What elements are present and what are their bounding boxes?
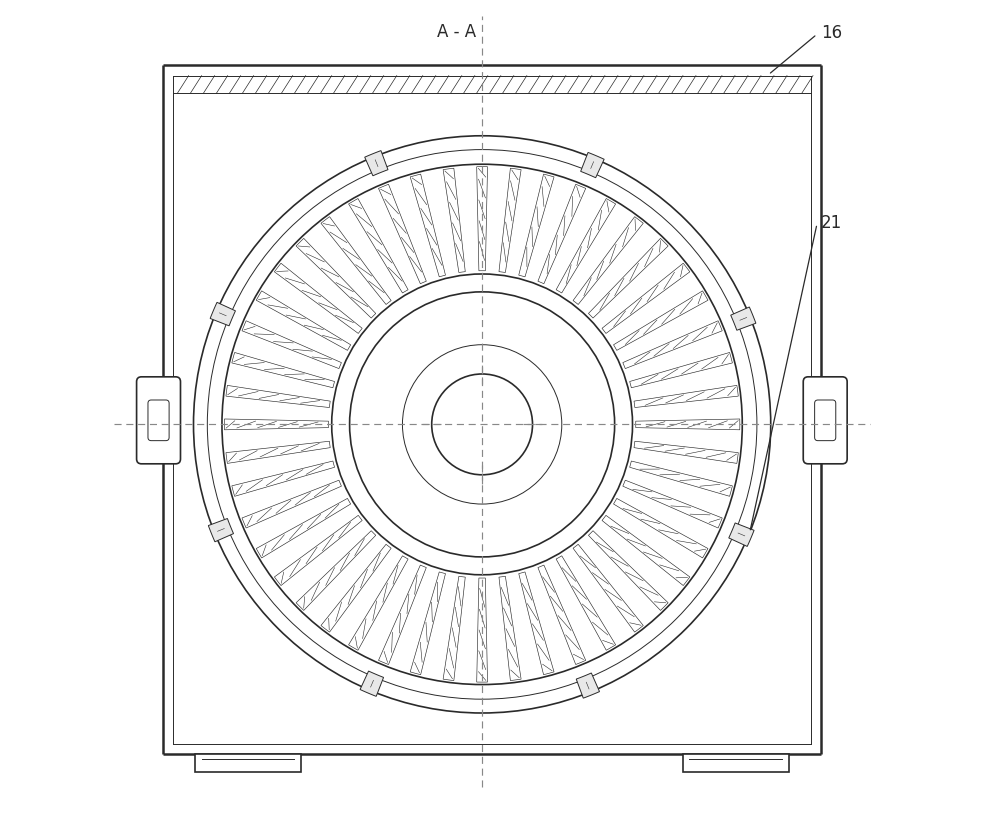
Polygon shape [321,217,391,305]
Polygon shape [226,441,330,463]
Polygon shape [224,419,328,430]
Polygon shape [349,556,408,650]
Polygon shape [581,152,604,178]
Polygon shape [477,167,488,271]
Polygon shape [630,353,732,388]
Circle shape [207,150,757,699]
Polygon shape [242,480,341,528]
Polygon shape [365,150,388,176]
FancyBboxPatch shape [815,400,836,441]
FancyBboxPatch shape [148,400,169,441]
Circle shape [222,164,742,685]
Polygon shape [556,198,616,293]
Polygon shape [360,671,384,697]
Polygon shape [630,461,732,496]
Polygon shape [573,544,643,632]
Polygon shape [573,217,643,305]
Polygon shape [232,353,335,388]
Circle shape [432,374,533,475]
Polygon shape [296,531,376,611]
Polygon shape [614,291,708,350]
Polygon shape [379,565,426,664]
Circle shape [332,274,633,575]
Polygon shape [296,238,376,318]
Polygon shape [623,480,722,528]
Polygon shape [443,168,465,272]
Polygon shape [519,572,554,675]
Polygon shape [602,263,690,333]
Text: 21: 21 [821,214,842,232]
Polygon shape [443,576,465,680]
Polygon shape [623,321,722,368]
Polygon shape [636,419,740,430]
Polygon shape [634,385,738,407]
Polygon shape [499,168,521,272]
Bar [195,754,301,772]
Polygon shape [410,572,445,675]
Polygon shape [274,263,362,333]
Polygon shape [602,515,690,585]
Polygon shape [256,498,351,558]
Text: 16: 16 [821,24,842,42]
Polygon shape [729,523,754,546]
Polygon shape [379,185,426,284]
Circle shape [402,345,562,504]
Polygon shape [538,185,586,284]
Polygon shape [556,556,616,650]
Polygon shape [208,519,234,541]
Polygon shape [477,578,488,682]
FancyBboxPatch shape [803,377,847,463]
Polygon shape [731,307,756,330]
Polygon shape [410,174,445,277]
Polygon shape [226,385,330,407]
Polygon shape [256,291,351,350]
Polygon shape [242,321,341,368]
Polygon shape [349,198,408,293]
Polygon shape [614,498,708,558]
Polygon shape [576,673,600,698]
Bar [683,754,789,772]
Polygon shape [519,174,554,277]
Polygon shape [588,531,668,611]
Circle shape [193,136,771,713]
Polygon shape [538,565,586,664]
FancyBboxPatch shape [137,377,180,463]
Polygon shape [232,461,335,496]
Polygon shape [588,238,668,318]
Polygon shape [274,515,362,585]
Text: A - A: A - A [437,23,477,41]
Polygon shape [321,544,391,632]
Polygon shape [634,441,738,463]
Circle shape [350,292,615,557]
Polygon shape [499,576,521,680]
Polygon shape [210,302,235,326]
